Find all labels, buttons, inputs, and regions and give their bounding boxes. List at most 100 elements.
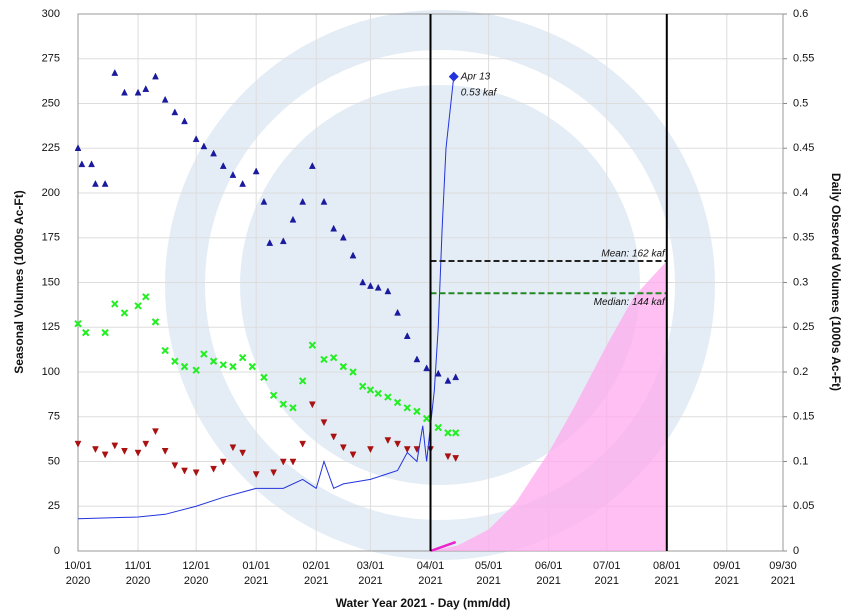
point-marker — [448, 71, 459, 82]
point — [359, 278, 367, 286]
point — [161, 346, 169, 355]
point — [308, 162, 316, 169]
point — [229, 171, 237, 178]
x-tick-label: 2021 — [358, 575, 382, 587]
point — [279, 400, 288, 408]
point — [367, 282, 374, 289]
point — [210, 149, 217, 157]
y-tick-label: 150 — [42, 276, 60, 288]
point — [192, 135, 200, 143]
point — [279, 237, 287, 245]
point — [192, 469, 200, 477]
point — [101, 328, 109, 337]
x-tick-label: 09/30 — [769, 560, 797, 572]
point — [359, 382, 367, 391]
point — [78, 160, 86, 168]
x-tick-label: 02/01 — [302, 560, 330, 572]
point — [366, 386, 375, 394]
reference-label: Mean: 162 kaf — [601, 249, 666, 260]
point — [171, 108, 179, 116]
y2-tick-label: 0.05 — [793, 500, 814, 512]
y2-tick-label: 0.4 — [793, 187, 808, 199]
point — [88, 160, 95, 168]
y-tick-label: 50 — [48, 455, 60, 467]
point — [367, 446, 374, 454]
point — [92, 446, 99, 454]
y-tick-label: 75 — [48, 411, 60, 423]
point — [403, 404, 411, 412]
point — [121, 88, 128, 96]
point — [181, 117, 188, 125]
point — [142, 293, 150, 301]
point — [219, 361, 227, 369]
point — [444, 376, 452, 384]
point — [134, 449, 142, 457]
point — [270, 469, 278, 477]
x-tick-label: 03/01 — [357, 560, 385, 572]
point — [330, 224, 338, 232]
point — [181, 467, 188, 475]
point — [171, 462, 179, 470]
y-tick-label: 275 — [42, 53, 60, 65]
y-tick-label: 200 — [42, 187, 60, 199]
point — [339, 233, 347, 241]
point — [111, 69, 119, 76]
point — [171, 357, 179, 365]
point — [413, 407, 421, 416]
point — [393, 398, 402, 407]
y2-tick-label: 0.3 — [793, 276, 808, 288]
point — [422, 414, 431, 423]
x-tick-label: 2020 — [126, 575, 150, 587]
y-tick-label: 300 — [42, 8, 60, 20]
point — [269, 391, 278, 399]
x-tick-label: 2021 — [536, 575, 560, 587]
x-tick-label: 01/01 — [242, 560, 270, 572]
x-tick-label: 08/01 — [653, 560, 681, 572]
x-tick-label: 2020 — [184, 575, 208, 587]
point — [92, 179, 99, 187]
x-tick-label: 2021 — [595, 575, 619, 587]
y2-axis-title: Daily Observed Volumes (1000s Ac-Ft) — [829, 173, 843, 391]
point — [152, 72, 159, 80]
point — [349, 251, 357, 259]
point — [308, 341, 317, 349]
y-tick-label: 0 — [54, 545, 60, 557]
x-tick-label: 2021 — [418, 575, 442, 587]
y2-tick-label: 0.45 — [793, 142, 814, 154]
y2-tick-label: 0.5 — [793, 97, 808, 109]
point — [394, 440, 401, 448]
y-tick-label: 225 — [42, 142, 60, 154]
point — [161, 448, 169, 455]
point — [180, 362, 189, 371]
y-tick-label: 25 — [48, 500, 60, 512]
point — [152, 428, 159, 436]
point — [384, 437, 392, 445]
point — [452, 373, 460, 381]
point — [374, 389, 382, 398]
point — [423, 364, 431, 372]
point — [229, 444, 237, 452]
x-tick-label: 10/01 — [64, 560, 92, 572]
point — [299, 440, 307, 448]
x-tick-label: 2021 — [476, 575, 500, 587]
y2-tick-label: 0.55 — [793, 53, 814, 65]
point — [238, 353, 247, 362]
point — [329, 353, 338, 362]
point — [209, 357, 218, 365]
point — [260, 373, 268, 382]
y2-tick-label: 0.15 — [793, 411, 814, 423]
point — [252, 471, 260, 479]
point — [434, 423, 442, 432]
x-tick-label: 2021 — [771, 575, 795, 587]
x-tick-label: 2021 — [715, 575, 739, 587]
point — [320, 419, 328, 427]
x-tick-label: 2021 — [304, 575, 328, 587]
point — [74, 319, 82, 328]
point — [266, 239, 274, 246]
point — [289, 404, 297, 412]
point — [200, 142, 208, 150]
point — [142, 440, 150, 448]
point — [151, 318, 160, 326]
x-tick-label: 06/01 — [535, 560, 563, 572]
